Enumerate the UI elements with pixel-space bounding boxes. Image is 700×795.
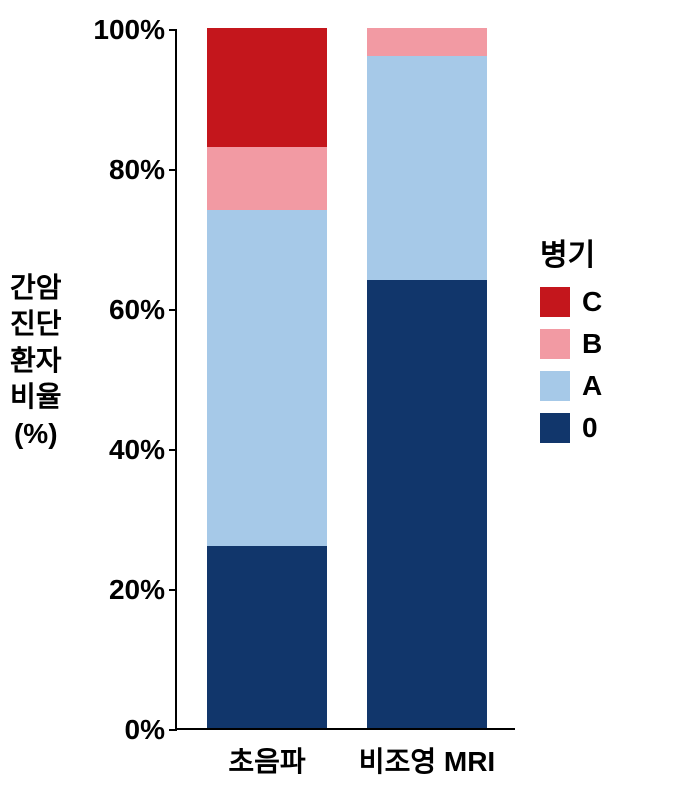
x-tick-label: 비조영 MRI (359, 740, 495, 780)
segment-0 (367, 280, 487, 728)
y-tick (169, 589, 177, 591)
legend-item-A: A (540, 370, 602, 402)
y-axis-label: 간암진단환자비율(%) (10, 270, 62, 452)
y-tick (169, 449, 177, 451)
legend-swatch (540, 287, 570, 317)
y-tick (169, 169, 177, 171)
legend-label: A (582, 370, 602, 402)
plot-area: 0%20%40%60%80%100%초음파비조영 MRI (175, 30, 515, 730)
y-tick-label: 60% (109, 294, 165, 326)
segment-B (367, 28, 487, 56)
segment-B (207, 147, 327, 210)
bar-비조영 MRI (367, 30, 487, 728)
legend-label: B (582, 328, 602, 360)
legend-item-B: B (540, 328, 602, 360)
legend-item-0: 0 (540, 412, 602, 444)
y-tick-label: 0% (125, 714, 165, 746)
y-tick-label: 20% (109, 574, 165, 606)
legend-title: 병기 (540, 230, 602, 274)
legend-swatch (540, 329, 570, 359)
bar-초음파 (207, 30, 327, 728)
legend: 병기 CBA 0 (540, 230, 602, 454)
segment-A (207, 210, 327, 546)
legend-swatch (540, 413, 570, 443)
legend-label: 0 (582, 412, 598, 444)
y-tick (169, 29, 177, 31)
stacked-bar-chart: 간암진단환자비율(%) 0%20%40%60%80%100%초음파비조영 MRI… (0, 0, 700, 795)
segment-0 (207, 546, 327, 728)
legend-label: C (582, 286, 602, 318)
segment-C (207, 28, 327, 147)
legend-item-C: C (540, 286, 602, 318)
y-tick-label: 80% (109, 154, 165, 186)
y-tick-label: 100% (93, 14, 165, 46)
y-tick (169, 309, 177, 311)
y-tick (169, 729, 177, 731)
segment-A (367, 56, 487, 280)
legend-swatch (540, 371, 570, 401)
legend-items: CBA 0 (540, 286, 602, 444)
y-tick-label: 40% (109, 434, 165, 466)
x-tick-label: 초음파 (228, 740, 305, 780)
